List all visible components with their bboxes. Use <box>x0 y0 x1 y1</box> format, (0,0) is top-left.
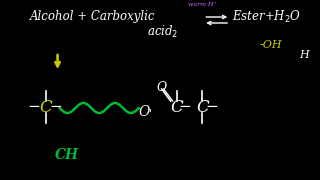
Text: acid$_2$: acid$_2$ <box>147 24 178 40</box>
Text: −: − <box>28 100 41 114</box>
Text: C: C <box>171 99 183 116</box>
Text: Ester+H$_2$O: Ester+H$_2$O <box>232 9 301 25</box>
Text: CH: CH <box>54 148 79 162</box>
Text: H: H <box>300 50 309 60</box>
Text: −: − <box>205 100 218 114</box>
Text: Alcohol + Carboxylic: Alcohol + Carboxylic <box>30 10 155 23</box>
Text: −: − <box>50 100 62 114</box>
Text: warm H⁺: warm H⁺ <box>188 2 217 7</box>
Text: -OH: -OH <box>260 40 283 50</box>
Text: C: C <box>196 99 209 116</box>
Text: O: O <box>139 105 150 119</box>
Text: C: C <box>40 99 52 116</box>
Text: −: − <box>179 100 191 114</box>
Text: ': ' <box>149 109 152 119</box>
Text: O: O <box>157 81 167 94</box>
